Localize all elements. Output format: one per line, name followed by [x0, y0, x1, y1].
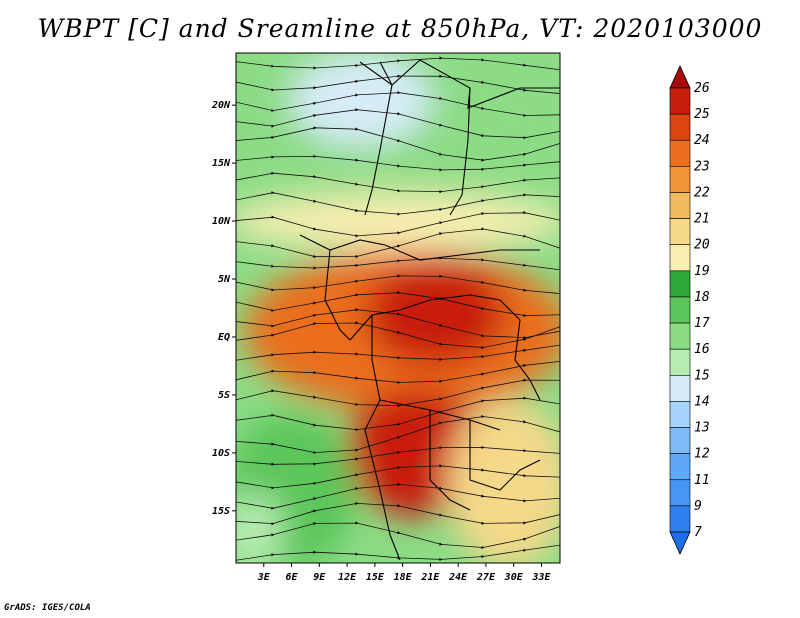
- border-line: [364, 315, 381, 431]
- streamline: [236, 274, 560, 294]
- x-tick-label: 21E: [420, 572, 440, 583]
- streamline: [236, 154, 560, 172]
- x-axis: 3E 6E 9E 12E 15E 18E 21E 24E 27E 30E 33E: [257, 563, 551, 583]
- map-field: [236, 53, 560, 563]
- colorbar-label: 19: [694, 264, 710, 279]
- colorbar-segment: [669, 139, 691, 167]
- colorbar-segment: [669, 270, 691, 298]
- x-tick-label: 3E: [257, 572, 271, 583]
- field-region-1: [290, 53, 432, 146]
- map-frame: [235, 52, 561, 564]
- colorbar-label: 26: [694, 81, 710, 96]
- x-tick-label: 6E: [286, 572, 299, 583]
- colorbar: 7 9 11 12 13 14 15 16 17 18 19 20 21 22 23 24 25 26: [669, 65, 710, 555]
- border-line: [514, 319, 541, 401]
- colorbar-label: 23: [694, 159, 710, 174]
- colorbar-label: 22: [694, 185, 710, 200]
- streamline: [236, 521, 560, 550]
- colorbar-label: 20: [694, 238, 710, 253]
- border-line: [449, 87, 471, 216]
- colorbar-label: 25: [694, 107, 710, 122]
- x-tick-label: 12E: [338, 572, 357, 583]
- colorbar-bottom-arrow: [669, 531, 691, 555]
- field-region-8: [448, 400, 560, 563]
- chart-title: WBPT [C] and Sreamline at 850hPa, VT: 20…: [37, 14, 763, 43]
- country-borders: [299, 59, 560, 561]
- colorbar-segment: [669, 218, 691, 246]
- y-axis: 20N 15N 10N 5N EQ 5S 10S 15S: [211, 100, 236, 517]
- colorbar-segment: [669, 244, 691, 272]
- colorbar-segment: [669, 87, 691, 115]
- colorbar-segment: [669, 192, 691, 219]
- y-tick-label: 5N: [218, 274, 231, 285]
- colorbar-label: 16: [694, 342, 710, 357]
- streamline: [236, 344, 560, 362]
- colorbar-label: 7: [694, 525, 702, 540]
- colorbar-segment: [669, 427, 691, 454]
- field-region-2: [236, 191, 560, 251]
- streamline: [236, 321, 560, 350]
- x-tick-label: 9E: [313, 572, 326, 583]
- y-tick-label: 10S: [212, 448, 230, 459]
- colorbar-label: 24: [694, 133, 710, 148]
- colorbar-segment: [669, 166, 691, 193]
- border-line: [364, 429, 401, 561]
- colorbar-label: 12: [694, 447, 710, 462]
- x-tick-label: 24E: [448, 572, 468, 583]
- border-line: [324, 249, 351, 341]
- credit-label: GrADS: IGES/COLA: [4, 603, 91, 613]
- streamline: [236, 171, 560, 194]
- colorbar-label: 14: [694, 394, 710, 409]
- streamline: [236, 74, 560, 94]
- colorbar-label: 9: [694, 499, 702, 514]
- colorbar-label: 18: [694, 290, 710, 305]
- x-tick-label: 18E: [394, 572, 413, 583]
- colorbar-segment: [669, 113, 691, 141]
- border-line: [299, 234, 540, 261]
- y-tick-label: 5S: [218, 390, 230, 401]
- streamlines: [236, 56, 560, 562]
- streamline: [236, 256, 560, 271]
- y-tick-label: 15S: [212, 506, 230, 517]
- border-line: [429, 410, 471, 511]
- colorbar-segment: [669, 296, 691, 324]
- y-tick-label: 10N: [212, 216, 231, 227]
- streamline: [236, 227, 560, 259]
- y-tick-label: EQ: [218, 332, 230, 343]
- colorbar-top-arrow: [669, 65, 691, 89]
- colorbar-segment: [669, 401, 691, 428]
- colorbar-segment: [669, 453, 691, 481]
- y-tick-label: 15N: [212, 158, 231, 169]
- x-tick-label: 33E: [531, 572, 551, 583]
- colorbar-segment: [669, 322, 691, 350]
- colorbar-segment: [669, 348, 691, 376]
- colorbar-segment: [669, 479, 691, 507]
- x-tick-label: 27E: [476, 572, 496, 583]
- border-line: [364, 61, 393, 216]
- border-line: [379, 399, 501, 431]
- streamline: [236, 56, 560, 71]
- colorbar-label: 21: [694, 212, 710, 227]
- x-tick-label: 30E: [504, 572, 524, 583]
- border-line: [469, 420, 541, 491]
- colorbar-label: 17: [694, 316, 710, 331]
- x-tick-label: 15E: [366, 572, 385, 583]
- colorbar-label: 13: [694, 421, 710, 436]
- colorbar-segment: [669, 505, 691, 533]
- colorbar-label: 11: [694, 473, 710, 488]
- colorbar-segment: [669, 374, 691, 402]
- streamline: [236, 445, 560, 466]
- colorbar-label: 15: [694, 368, 710, 383]
- y-tick-label: 20N: [211, 100, 231, 111]
